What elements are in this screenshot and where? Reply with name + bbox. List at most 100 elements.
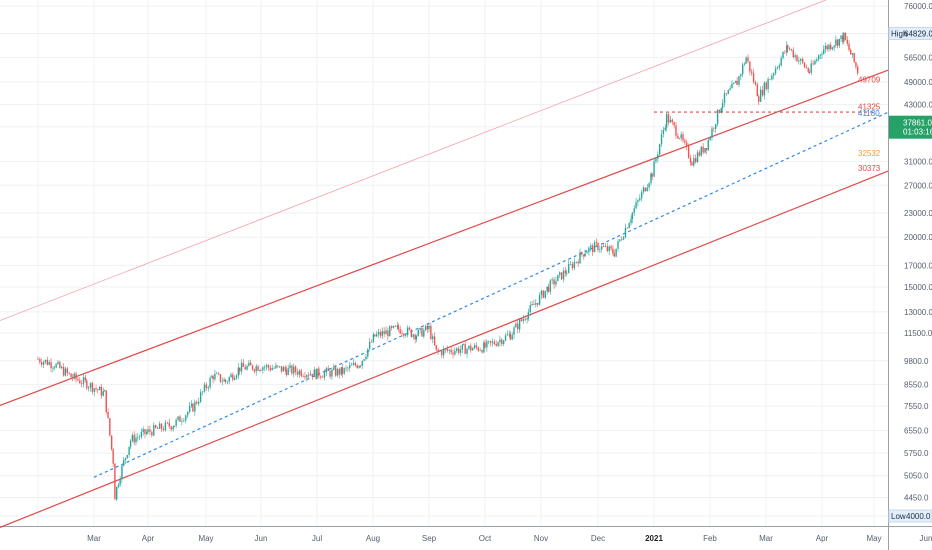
candle-body xyxy=(842,35,844,42)
trendline-4[interactable] xyxy=(93,111,889,478)
candle-body xyxy=(780,58,782,66)
candle-body xyxy=(801,58,804,63)
candle-body xyxy=(257,366,259,371)
candle-body xyxy=(389,326,391,337)
candle-body xyxy=(644,187,647,192)
candle-body xyxy=(715,124,717,129)
x-tick-label: May xyxy=(866,534,881,543)
candle-body xyxy=(782,51,784,59)
candle-body xyxy=(821,53,823,55)
candle-body xyxy=(743,63,746,65)
candle-body xyxy=(128,446,130,456)
candle-body xyxy=(318,368,320,377)
y-tick-label: 11500.0 xyxy=(904,329,932,338)
candle-body xyxy=(774,68,777,74)
candle-body xyxy=(135,437,137,443)
y-tick-label: 4450.0 xyxy=(904,494,929,503)
candle-body xyxy=(235,375,238,378)
candle-body xyxy=(280,366,283,372)
candle-body xyxy=(173,425,175,428)
candle-body xyxy=(756,84,759,97)
candle-body xyxy=(437,349,439,352)
candle-body xyxy=(557,274,559,281)
candle-body xyxy=(819,54,822,56)
candle-body xyxy=(387,330,389,337)
candle-body xyxy=(522,318,525,321)
trendline-1[interactable] xyxy=(0,0,888,321)
candle-body xyxy=(46,359,49,365)
candle-body xyxy=(621,239,623,241)
candle-body xyxy=(306,375,308,378)
candle-body xyxy=(814,61,816,65)
candle-body xyxy=(628,223,630,229)
candle-body xyxy=(219,374,222,382)
low-badge-value: 4000.0 xyxy=(906,512,931,521)
trendline-2[interactable] xyxy=(0,69,889,406)
candle-body xyxy=(126,455,129,458)
candle-body xyxy=(581,252,583,255)
x-tick-label: Sep xyxy=(422,534,437,543)
candle-body xyxy=(203,384,206,392)
candle-body xyxy=(700,146,702,156)
candle-body xyxy=(658,144,661,155)
candle-body xyxy=(350,365,353,366)
candle-body xyxy=(383,331,385,335)
candle-body xyxy=(224,379,227,382)
candle-body xyxy=(428,325,430,330)
candle-body xyxy=(586,252,588,254)
candle-body xyxy=(504,335,507,341)
candle-body xyxy=(343,368,345,374)
candle-body xyxy=(70,373,72,378)
y-tick-label: 17000.0 xyxy=(904,261,932,270)
level-label: 30373 xyxy=(858,164,881,173)
candle-body xyxy=(657,154,659,159)
candle-body xyxy=(423,330,425,337)
candle-body xyxy=(374,334,376,337)
candle-body xyxy=(77,379,79,381)
candle-body xyxy=(720,107,723,113)
candle-body xyxy=(817,55,820,60)
x-tick-label: Feb xyxy=(703,534,717,543)
candle-body xyxy=(187,411,189,416)
candle-body xyxy=(201,391,204,393)
candle-body xyxy=(846,39,848,44)
candle-body xyxy=(149,429,151,432)
candle-body xyxy=(633,208,635,213)
candle-body xyxy=(544,290,546,298)
candle-body xyxy=(214,373,216,380)
candle-body xyxy=(765,82,767,90)
candle-body xyxy=(547,286,550,292)
candle-body xyxy=(653,161,655,177)
candle-body xyxy=(599,249,601,250)
candle-body xyxy=(156,427,159,429)
candle-body xyxy=(183,420,185,421)
candle-body xyxy=(501,339,503,345)
candle-body xyxy=(87,387,90,389)
candle-body xyxy=(129,440,132,447)
candle-body xyxy=(805,67,808,69)
candle-body xyxy=(86,380,88,389)
candle-body xyxy=(53,367,55,369)
candle-body xyxy=(64,368,67,376)
candle-body xyxy=(484,342,486,348)
candle-body xyxy=(291,365,293,374)
candle-body xyxy=(826,45,828,50)
low-badge-label: Low xyxy=(891,512,906,521)
candle-body xyxy=(368,341,371,349)
candle-body xyxy=(269,367,272,371)
candle-body xyxy=(718,109,721,113)
candle-body xyxy=(566,273,568,274)
candle-body xyxy=(282,367,285,372)
candle-body xyxy=(105,390,107,413)
candle-body xyxy=(41,362,43,365)
candle-body xyxy=(221,381,223,383)
candle-body xyxy=(296,371,299,375)
candle-body xyxy=(727,90,729,94)
candle-body xyxy=(555,280,557,285)
candle-body xyxy=(459,349,462,353)
candle-body xyxy=(62,366,65,376)
candle-body xyxy=(790,49,793,51)
candle-body xyxy=(840,35,842,39)
candle-body xyxy=(747,57,749,62)
